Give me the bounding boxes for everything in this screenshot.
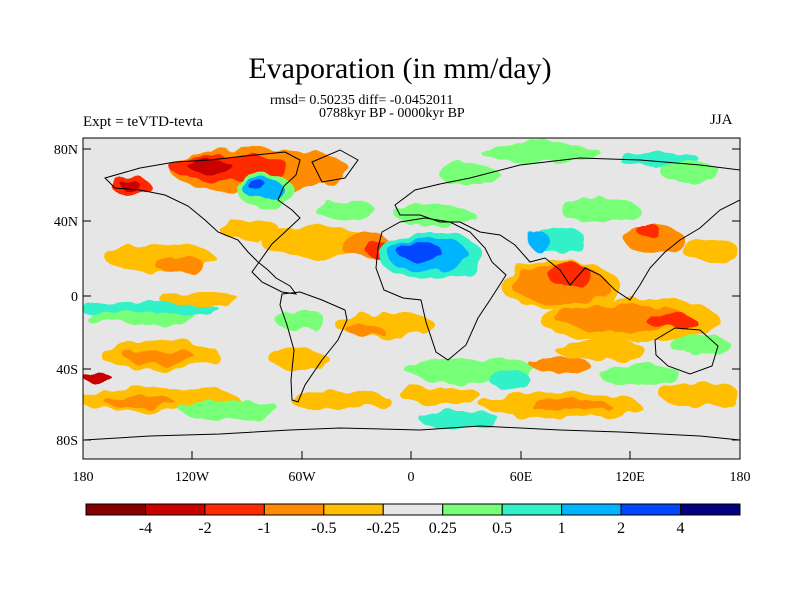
lat-label-0: 0 bbox=[71, 290, 78, 305]
colorbar-label: 2 bbox=[617, 520, 626, 537]
colorbar-label: 0.25 bbox=[428, 520, 457, 537]
lon-labels: 180 120W 60W 0 60E 120E 180 bbox=[73, 470, 751, 485]
colorbar-label: -1 bbox=[257, 520, 272, 537]
colorbar-box-9 bbox=[620, 503, 682, 516]
lon-ticks bbox=[82, 451, 741, 459]
colorbar-box-7 bbox=[501, 503, 563, 516]
colorbar-box-3 bbox=[263, 503, 325, 516]
lon-label-120e: 120E bbox=[615, 470, 645, 485]
africa-outline bbox=[375, 217, 507, 361]
north-america-outline bbox=[104, 151, 301, 295]
colorbar-box-2 bbox=[204, 503, 265, 516]
lon-label-0: 0 bbox=[408, 470, 415, 485]
lat-label-40n: 40N bbox=[54, 215, 78, 230]
colorbar-label: -4 bbox=[138, 520, 153, 537]
lon-label-120w: 120W bbox=[175, 470, 210, 485]
colorbar-label: 4 bbox=[676, 520, 685, 537]
lat-ticks bbox=[83, 148, 740, 441]
colorbar-label: -2 bbox=[198, 520, 212, 537]
continent-outlines bbox=[83, 149, 740, 441]
lon-label-60w: 60W bbox=[288, 470, 316, 485]
lat-labels: 80N 40N 0 40S 80S bbox=[54, 143, 78, 449]
lat-label-40s: 40S bbox=[56, 363, 78, 378]
stats-line: rmsd= 0.50235 diff= -0.0452011 bbox=[270, 93, 454, 108]
period-line: 0788kyr BP - 0000kyr BP bbox=[319, 106, 465, 121]
australia-outline bbox=[654, 327, 719, 375]
lon-label-180w: 180 bbox=[73, 470, 94, 485]
lat-label-80n: 80N bbox=[54, 143, 78, 158]
colorbar-label: 0.5 bbox=[492, 520, 513, 537]
antarctica-outline bbox=[83, 425, 740, 441]
south-america-outline bbox=[279, 291, 348, 403]
season-label: JJA bbox=[710, 112, 733, 128]
eurasia-outline bbox=[394, 157, 740, 301]
colorbar-box-6 bbox=[442, 503, 503, 516]
colorbar-box-1 bbox=[144, 503, 206, 516]
colorbar-box-10 bbox=[680, 503, 741, 516]
colorbar-label: -0.25 bbox=[366, 520, 400, 537]
lon-label-60e: 60E bbox=[510, 470, 533, 485]
greenland-outline bbox=[311, 149, 359, 183]
map-title: Evaporation (in mm/day) bbox=[248, 52, 552, 85]
colorbar-label: -0.5 bbox=[311, 520, 337, 537]
colorbar-box-8 bbox=[561, 503, 622, 516]
colorbar-box-5 bbox=[382, 503, 444, 516]
colorbar-box-0 bbox=[85, 503, 146, 516]
lat-label-80s: 80S bbox=[56, 434, 78, 449]
colorbar-label: 1 bbox=[557, 520, 566, 537]
experiment-label: Expt = teVTD-tevta bbox=[83, 114, 204, 130]
colorbar-box-4 bbox=[323, 503, 384, 516]
colorbar bbox=[85, 503, 741, 516]
lon-label-180e: 180 bbox=[730, 470, 751, 485]
anomaly-field bbox=[83, 142, 740, 428]
